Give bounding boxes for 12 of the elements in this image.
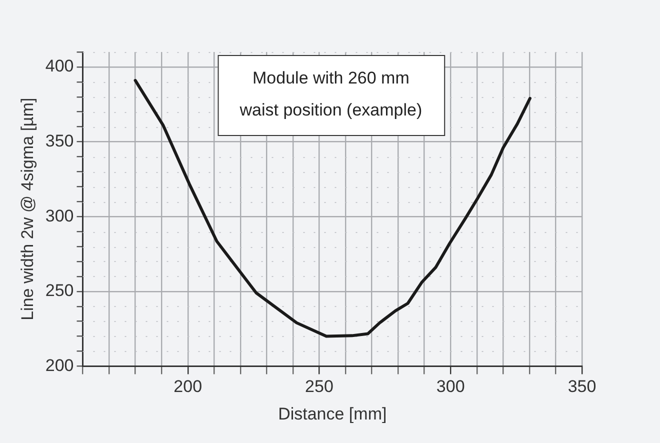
y-tick-label: 250 (45, 281, 74, 300)
x-axis-title: Distance [mm] (278, 404, 387, 424)
y-axis-title: Line width 2w @ 4sigma [µm] (18, 98, 37, 320)
x-tick-label: 200 (174, 377, 202, 396)
y-tick-label: 350 (45, 131, 74, 150)
y-tick-label: 400 (45, 56, 74, 76)
y-tick-label: 200 (45, 356, 74, 375)
x-tick-label: 350 (568, 377, 596, 396)
annotation: Module with 260 mm waist position (example) (238, 68, 422, 120)
x-tick-label: 300 (436, 377, 465, 396)
x-tick-label: 250 (305, 377, 334, 396)
y-tick-label: 300 (45, 206, 74, 226)
